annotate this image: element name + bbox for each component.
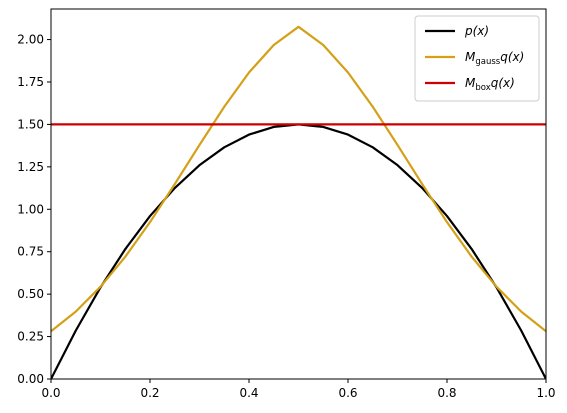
legend-label-0: p(x) (464, 24, 489, 38)
x-tick-label-5: 1.0 (536, 386, 555, 400)
x-tick-label-4: 0.8 (437, 386, 456, 400)
series-layer (51, 25, 546, 379)
series-line-1 (51, 25, 546, 333)
y-tick-label-2: 0.50 (17, 287, 44, 301)
axes-frame (50, 8, 547, 380)
y-tick-label-3: 0.75 (17, 245, 44, 259)
axes-layer: 0.0 0.2 0.4 0.6 0.8 1.0 0.00 0.25 0.50 0.75 1.00 1.… (17, 8, 556, 400)
legend: p(x) Mgaussq(x) Mboxq(x) (414, 15, 540, 102)
x-tick-label-1: 0.2 (140, 386, 159, 400)
x-tick-label-2: 0.4 (239, 386, 258, 400)
y-tick-label-7: 1.75 (17, 75, 44, 89)
legend-label-1: Mgaussq(x) (465, 50, 524, 67)
x-tick-label-0: 0.0 (41, 386, 60, 400)
legend-box (414, 15, 540, 102)
y-tick-label-5: 1.25 (17, 160, 44, 174)
y-tick-label-1: 0.25 (17, 330, 44, 344)
legend-label-2: Mboxq(x) (465, 76, 515, 93)
y-tick-label-4: 1.00 (17, 202, 44, 216)
y-tick-label-6: 1.50 (17, 117, 44, 131)
y-tick-label-8: 2.00 (17, 33, 44, 47)
y-tick-label-0: 0.00 (17, 372, 44, 386)
x-tick-label-3: 0.6 (338, 386, 357, 400)
